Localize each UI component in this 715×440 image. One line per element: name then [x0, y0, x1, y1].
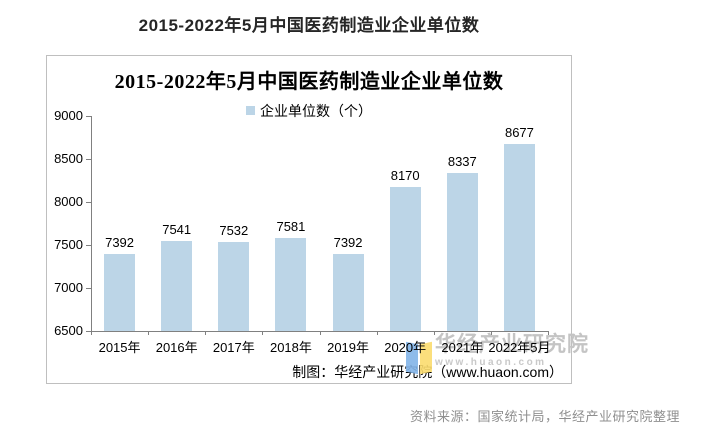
y-tick-mark	[86, 159, 91, 160]
bar	[503, 143, 535, 331]
x-tick-mark	[148, 331, 150, 335]
x-axis-label: 2021年	[441, 340, 484, 355]
bar-value-label: 7392	[333, 235, 363, 251]
legend-swatch-icon	[246, 106, 255, 116]
chart-caption: 制图：华经产业研究院（www.huaon.com）	[292, 364, 563, 380]
x-axis-label: 2022年5月	[488, 340, 551, 355]
bar	[389, 187, 421, 331]
x-tick-mark	[262, 331, 264, 335]
x-tick-mark	[433, 331, 435, 335]
y-axis-label: 9000	[54, 108, 83, 123]
x-tick-mark	[376, 331, 378, 335]
y-axis-label: 6500	[54, 323, 83, 338]
y-tick-mark	[86, 245, 91, 246]
bar-value-label: 7532	[219, 223, 249, 239]
x-axis-label: 2015年	[98, 340, 141, 355]
page-title: 2015-2022年5月中国医药制造业企业单位数	[138, 16, 480, 35]
y-axis-line	[91, 116, 92, 331]
x-tick-mark	[205, 331, 207, 335]
x-tick-mark	[91, 331, 92, 335]
bar	[104, 254, 136, 331]
source-note: 资料来源：国家统计局，华经产业研究院整理	[409, 409, 680, 424]
y-axis-label: 8500	[54, 151, 83, 166]
x-axis-label: 2018年	[269, 340, 312, 355]
bar	[161, 241, 193, 331]
x-tick-mark	[319, 331, 321, 335]
bar-value-label: 7392	[105, 235, 135, 251]
bar-value-label: 8170	[390, 168, 420, 184]
x-axis-label: 2019年	[327, 340, 370, 355]
bar-value-label: 7541	[162, 222, 192, 238]
bar-value-label: 8337	[447, 154, 477, 170]
chart-frame: 2015-2022年5月中国医药制造业企业单位数 企业单位数（个） 6500 70…	[46, 55, 572, 384]
y-tick-mark	[86, 331, 91, 332]
bar-value-label: 7581	[276, 219, 306, 235]
y-tick-mark	[86, 288, 91, 289]
y-tick-mark	[86, 202, 91, 203]
legend-label: 企业单位数（个）	[260, 103, 372, 119]
x-axis-label: 2017年	[212, 340, 255, 355]
x-tick-mark	[490, 331, 492, 335]
y-axis-label: 7500	[54, 237, 83, 252]
x-tick-mark	[548, 331, 549, 335]
y-axis-label: 7000	[54, 280, 83, 295]
chart-title: 2015-2022年5月中国医药制造业企业单位数	[114, 71, 504, 93]
plot-area: 6500 7000 7500 8000 8500 9000 7392 2015年 7541 201…	[47, 56, 571, 383]
bar	[332, 254, 364, 331]
bar	[218, 242, 250, 331]
bar-value-label: 8677	[504, 124, 534, 140]
bar	[275, 238, 307, 331]
y-axis-label: 8000	[54, 194, 83, 209]
bar	[446, 173, 478, 331]
y-tick-mark	[86, 116, 91, 117]
x-axis-label: 2016年	[155, 340, 198, 355]
chart-legend: 企业单位数（个）	[47, 101, 571, 121]
